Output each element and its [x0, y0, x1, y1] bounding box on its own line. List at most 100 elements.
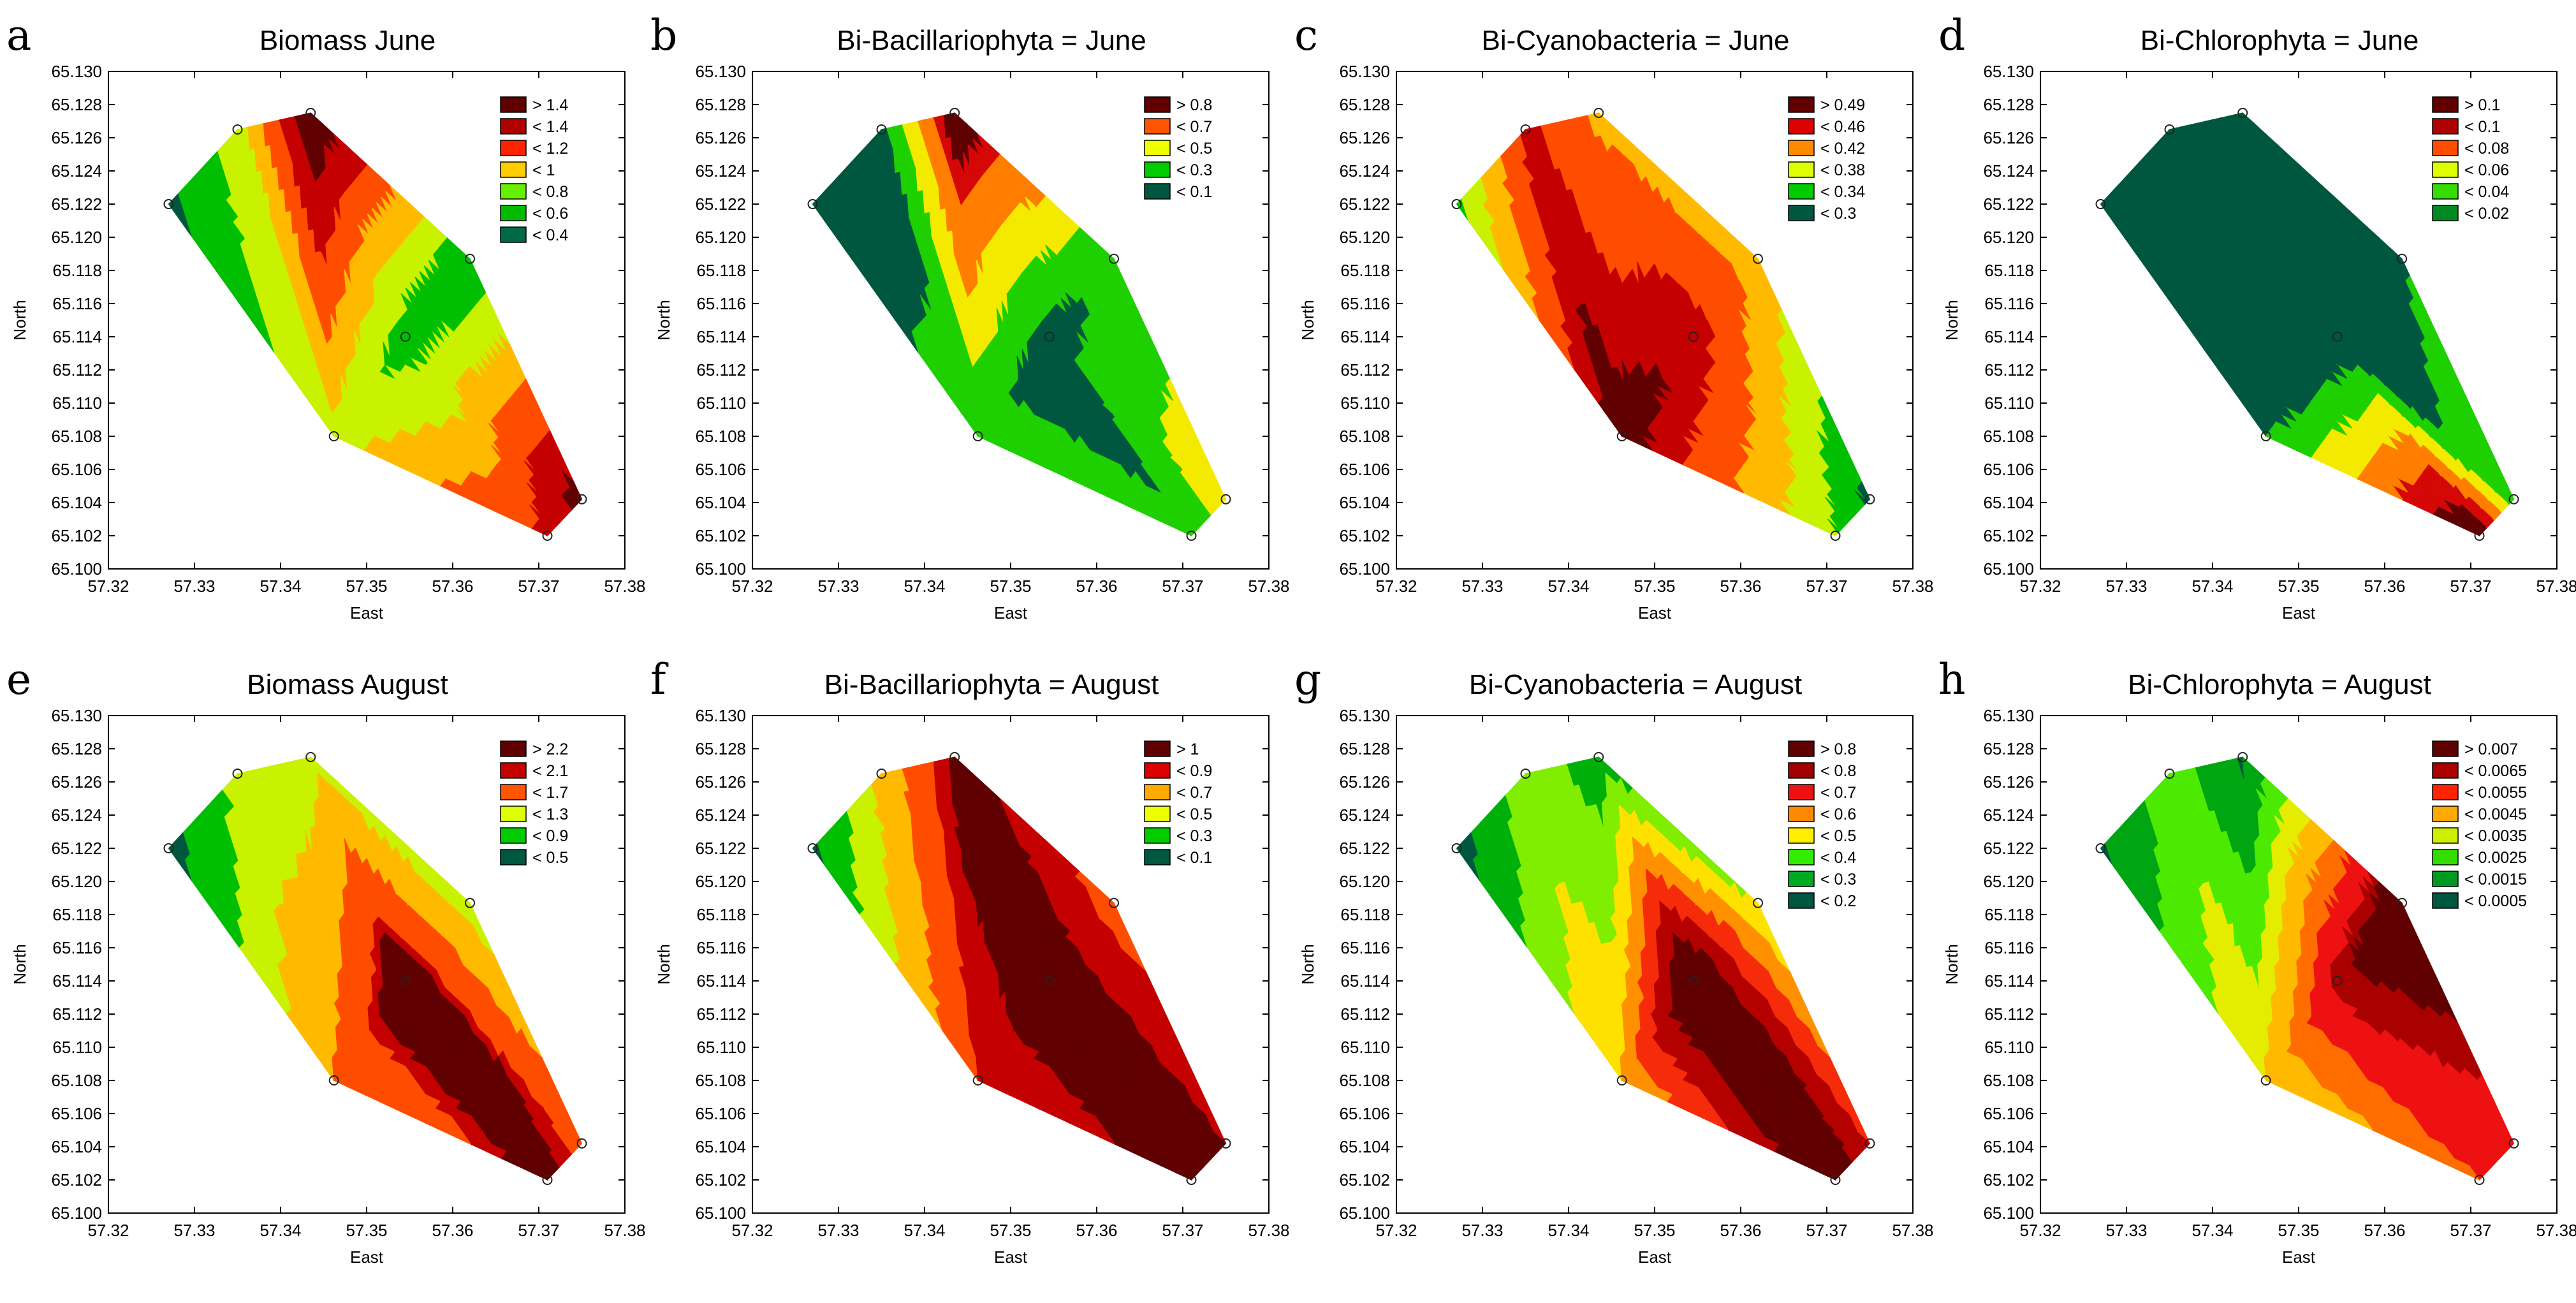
y-tick-label: 65.124 [51, 806, 102, 825]
legend-swatch [500, 740, 527, 757]
y-tick-label: 65.102 [51, 1170, 102, 1189]
y-tick-label: 65.100 [1983, 1204, 2034, 1223]
chart-title: Bi-Bacillariophyta = August [824, 669, 1159, 700]
y-tick-label: 65.118 [52, 905, 102, 924]
y-axis-label: North [10, 300, 29, 341]
y-tick-label: 65.112 [696, 360, 746, 379]
legend: > 0.49 < 0.46 < 0.42 < 0.38 < 0.34 < 0.3 [1788, 96, 1865, 223]
station-marker [576, 494, 587, 504]
y-tick-label: 65.106 [1339, 460, 1390, 479]
legend-swatch [1144, 96, 1171, 113]
x-tick-label: 57.35 [346, 1221, 387, 1240]
x-tick-label: 57.33 [2105, 577, 2147, 596]
station-marker [2260, 1075, 2271, 1086]
station-marker [1864, 1138, 1875, 1149]
x-tick-label: 57.33 [173, 577, 215, 596]
x-tick-label: 57.38 [1892, 1221, 1933, 1240]
y-tick-label: 65.130 [1983, 706, 2034, 725]
legend-label: < 0.8 [532, 183, 568, 201]
station-marker [163, 843, 174, 853]
y-tick-label: 65.114 [1984, 327, 2034, 346]
y-tick-label: 65.120 [1339, 872, 1390, 891]
y-tick-label: 65.106 [695, 460, 746, 479]
chart-panel-c: c Bi-Cyanobacteria = June 65.100 65.102 65.1… [1294, 11, 1934, 622]
y-tick-label: 65.108 [1983, 1071, 2034, 1090]
x-tick-label: 57.33 [817, 1221, 859, 1240]
y-tick-label: 65.126 [1983, 128, 2034, 147]
y-tick-label: 65.122 [1339, 195, 1390, 214]
station-marker [1220, 494, 1231, 504]
y-tick-label: 65.102 [695, 1170, 746, 1189]
x-axis-label: East [1638, 1248, 1672, 1267]
legend-swatch [1788, 118, 1815, 135]
chart-title: Biomass August [247, 669, 448, 700]
station-marker [2474, 531, 2485, 541]
x-tick-label: 57.35 [1634, 1221, 1675, 1240]
station-marker [1186, 1175, 1197, 1185]
legend-label: < 0.2 [1820, 892, 1856, 910]
y-tick-label: 65.118 [696, 261, 746, 280]
y-tick-label: 65.102 [1983, 1170, 2034, 1189]
y-tick-label: 65.120 [51, 228, 102, 247]
legend-swatch [2432, 892, 2459, 909]
y-tick-label: 65.122 [695, 839, 746, 858]
x-tick-label: 57.36 [2364, 1221, 2405, 1240]
chart-title: Bi-Chlorophyta = June [2141, 25, 2419, 56]
y-tick-label: 65.100 [1339, 559, 1390, 578]
x-tick-label: 57.38 [1892, 577, 1933, 596]
legend-swatch [500, 96, 527, 113]
y-tick-label: 65.106 [1339, 1104, 1390, 1123]
legend-swatch [500, 226, 527, 243]
legend-label: < 0.1 [1176, 183, 1212, 201]
y-tick-label: 65.112 [1340, 360, 1390, 379]
legend-swatch [1788, 161, 1815, 178]
y-tick-label: 65.106 [695, 1104, 746, 1123]
contour-fill [1456, 756, 1871, 1181]
legend-swatch [500, 161, 527, 178]
station-marker [1688, 332, 1699, 342]
y-tick-label: 65.128 [51, 95, 102, 114]
station-marker [1830, 531, 1841, 541]
panel-letter: h [1938, 655, 1966, 704]
station-marker [949, 108, 960, 118]
legend-swatch [2432, 871, 2459, 887]
station-marker [2095, 843, 2106, 853]
panel-letter: c [1294, 11, 1318, 60]
y-tick-label: 65.112 [1984, 1005, 2034, 1024]
y-tick-label: 65.104 [695, 1137, 746, 1156]
legend: > 0.8 < 0.7 < 0.5 < 0.3 < 0.1 [1144, 96, 1212, 201]
x-tick-label: 57.38 [2536, 1221, 2576, 1240]
y-tick-label: 65.120 [1339, 228, 1390, 247]
x-tick-label: 57.35 [2278, 1221, 2319, 1240]
station-marker [2397, 253, 2407, 264]
station-marker [1864, 494, 1875, 504]
y-tick-label: 65.126 [695, 128, 746, 147]
legend: > 2.2 < 2.1 < 1.7 < 1.3 < 0.9 < 0.5 [500, 740, 568, 867]
y-tick-label: 65.106 [1983, 1104, 2034, 1123]
legend-label: < 0.5 [1820, 827, 1856, 845]
y-tick-label: 65.116 [1340, 938, 1390, 957]
chart-panel-e: e Biomass August 65.100 65.102 65.104 65.106 6… [6, 655, 646, 1267]
station-marker [2237, 752, 2248, 762]
y-tick-label: 65.112 [52, 360, 102, 379]
station-marker [972, 1075, 983, 1086]
y-tick-label: 65.102 [1339, 526, 1390, 545]
station-marker [1220, 1138, 1231, 1149]
chart-panel-g: g Bi-Cyanobacteria = August 65.100 65.102 65… [1294, 655, 1934, 1267]
y-tick-label: 65.114 [696, 327, 746, 346]
station-marker [1044, 332, 1055, 342]
y-tick-label: 65.120 [51, 872, 102, 891]
station-marker [465, 253, 475, 264]
legend-label: < 0.42 [1820, 140, 1865, 158]
x-tick-label: 57.33 [1461, 1221, 1503, 1240]
y-tick-label: 65.120 [1983, 872, 2034, 891]
station-marker [163, 199, 174, 209]
legend-label: < 0.38 [1820, 161, 1865, 179]
y-tick-label: 65.130 [1339, 706, 1390, 725]
legend-label: < 2.1 [532, 762, 568, 780]
station-marker [2164, 124, 2175, 135]
station-marker [542, 1175, 553, 1185]
x-tick-label: 57.38 [1248, 1221, 1289, 1240]
y-axis-label: North [1298, 300, 1317, 341]
